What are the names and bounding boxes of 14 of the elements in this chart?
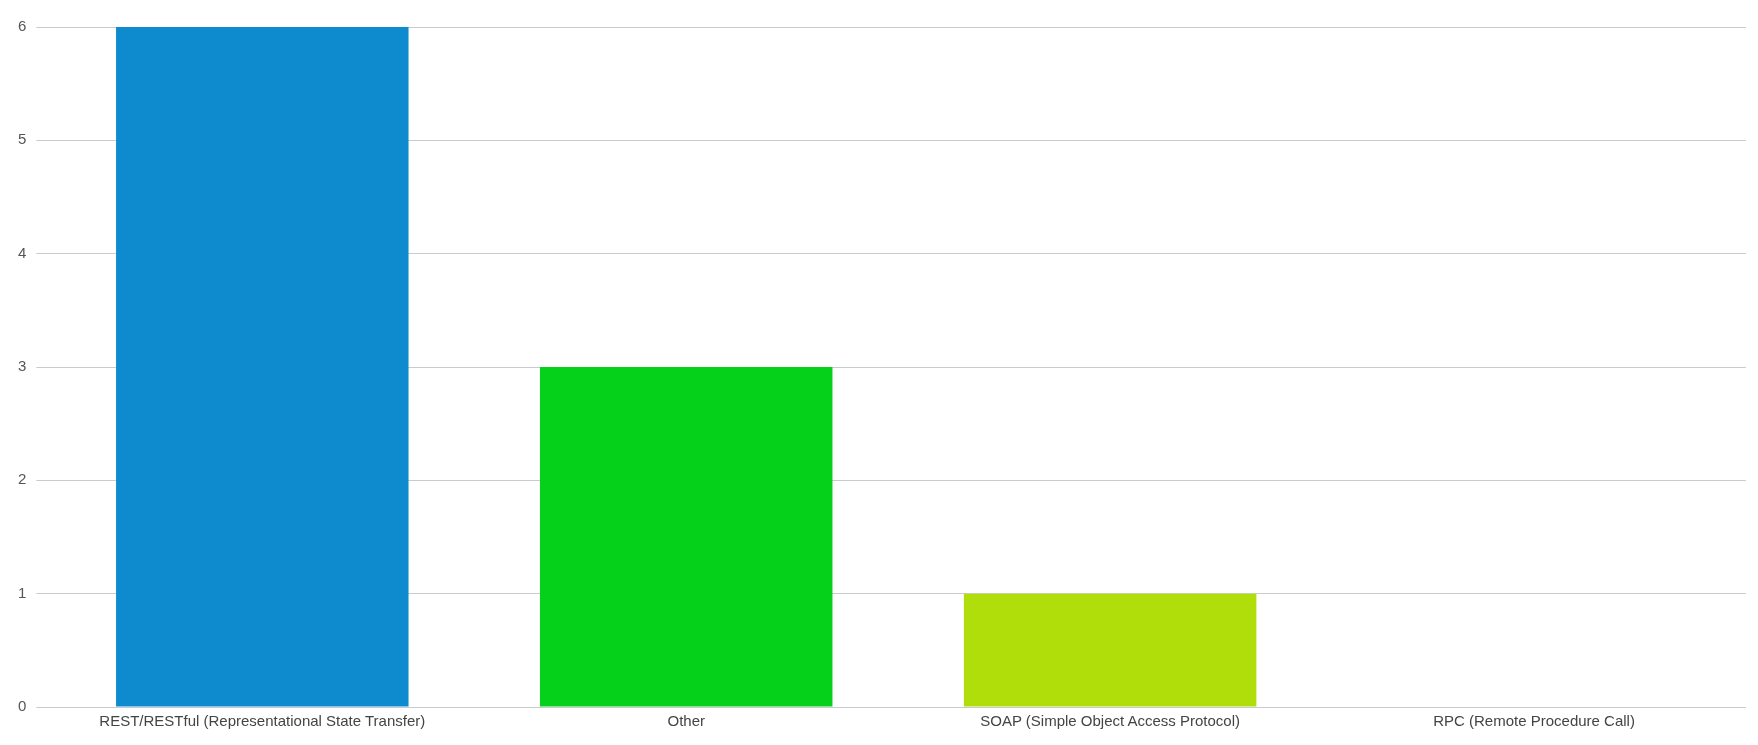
x-tick-label: REST/RESTful (Representational State Transfer) [99,712,426,730]
x-tick-label: Other [667,712,705,730]
y-tick-label: 3 [18,357,27,375]
x-tick-label: SOAP (Simple Object Access Protocol) [980,712,1241,730]
y-tick-label: 4 [18,243,27,261]
y-tick-label: 0 [18,697,27,715]
bar [539,367,833,707]
y-tick-label: 6 [18,17,27,35]
bar [963,593,1257,707]
y-tick-label: 5 [18,130,27,148]
x-tick-label: RPC (Remote Procedure Call) [1433,712,1635,730]
bar [116,27,409,707]
y-tick-label: 1 [18,583,27,601]
y-tick-label: 2 [18,470,27,488]
